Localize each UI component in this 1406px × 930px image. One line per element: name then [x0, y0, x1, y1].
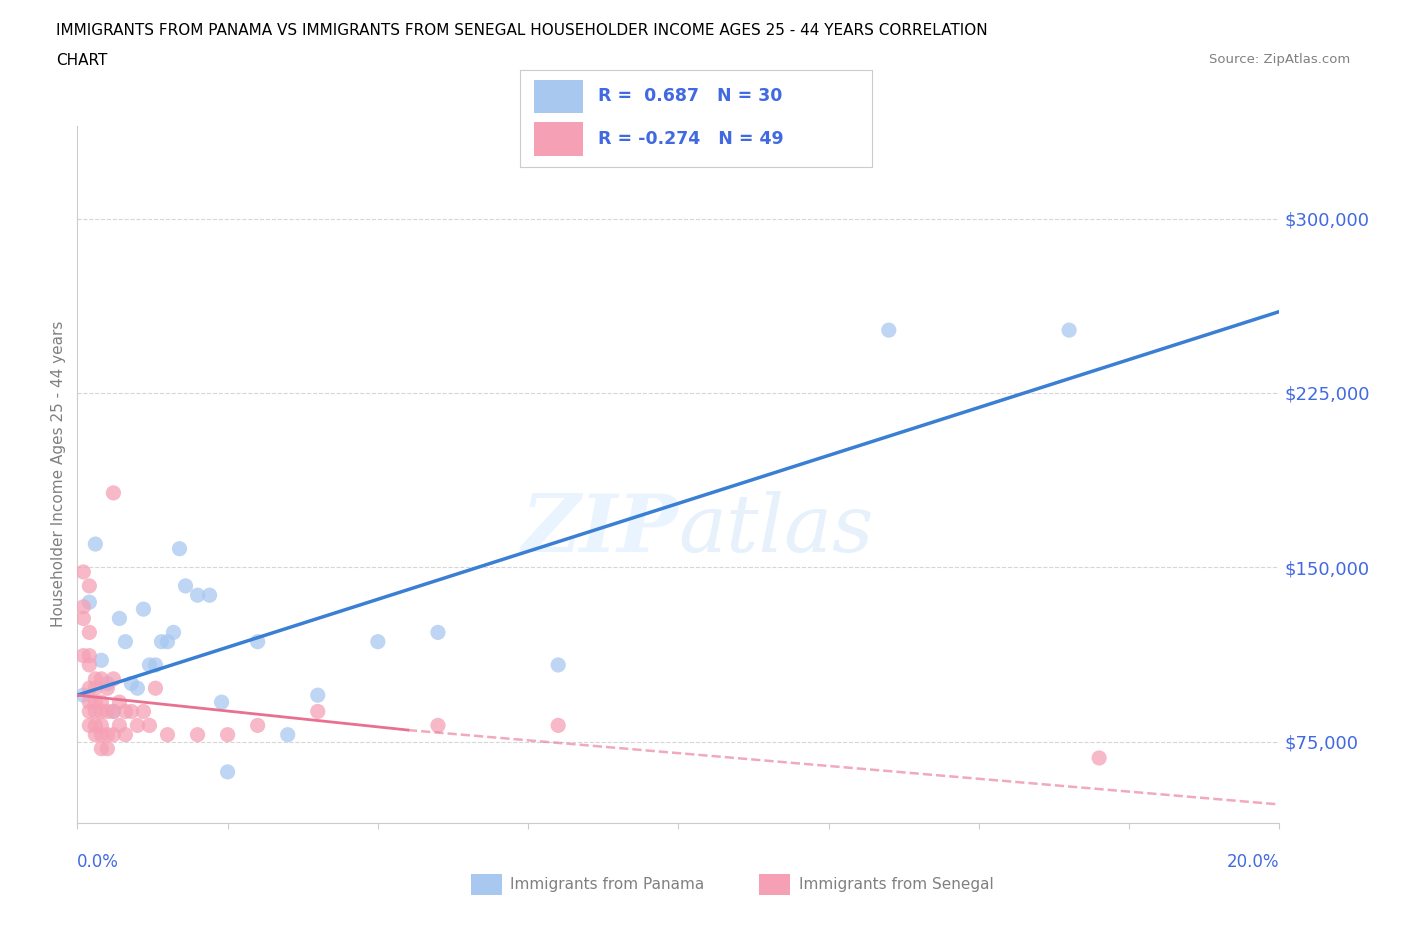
- Point: [246, 634, 269, 649]
- Point: [90, 695, 112, 710]
- Point: [138, 718, 160, 733]
- Point: [72, 600, 94, 615]
- Point: [84, 704, 107, 719]
- Point: [103, 671, 125, 686]
- Point: [186, 727, 209, 742]
- Point: [1088, 751, 1111, 765]
- Point: [367, 634, 389, 649]
- Text: Immigrants from Panama: Immigrants from Panama: [510, 877, 704, 892]
- Point: [90, 671, 112, 686]
- Point: [307, 704, 329, 719]
- Point: [90, 727, 112, 742]
- Point: [114, 704, 136, 719]
- Point: [127, 681, 149, 696]
- Text: 20.0%: 20.0%: [1227, 853, 1279, 870]
- Point: [90, 704, 112, 719]
- Text: Immigrants from Senegal: Immigrants from Senegal: [799, 877, 994, 892]
- Point: [138, 658, 160, 672]
- Point: [79, 658, 101, 672]
- Point: [108, 695, 131, 710]
- Point: [90, 741, 112, 756]
- Text: ZIP: ZIP: [522, 491, 679, 569]
- Point: [96, 727, 118, 742]
- Point: [72, 611, 94, 626]
- Point: [96, 676, 118, 691]
- Point: [96, 704, 118, 719]
- Point: [96, 741, 118, 756]
- Point: [877, 323, 900, 338]
- Point: [114, 727, 136, 742]
- Point: [132, 704, 155, 719]
- Point: [96, 681, 118, 696]
- Point: [150, 634, 173, 649]
- Point: [103, 704, 125, 719]
- Point: [79, 695, 101, 710]
- Point: [427, 718, 450, 733]
- Y-axis label: Householder Income Ages 25 - 44 years: Householder Income Ages 25 - 44 years: [51, 321, 66, 628]
- Point: [108, 718, 131, 733]
- Text: CHART: CHART: [56, 53, 108, 68]
- Point: [547, 718, 569, 733]
- Point: [156, 634, 179, 649]
- Point: [211, 695, 233, 710]
- Point: [145, 681, 167, 696]
- Point: [186, 588, 209, 603]
- Point: [79, 595, 101, 610]
- Point: [162, 625, 184, 640]
- Point: [103, 485, 125, 500]
- Point: [79, 718, 101, 733]
- Point: [79, 625, 101, 640]
- Point: [114, 634, 136, 649]
- Point: [217, 764, 239, 779]
- Point: [547, 658, 569, 672]
- Point: [84, 695, 107, 710]
- Point: [72, 648, 94, 663]
- Point: [132, 602, 155, 617]
- Text: R = -0.274   N = 49: R = -0.274 N = 49: [598, 130, 783, 148]
- Point: [90, 718, 112, 733]
- Text: 0.0%: 0.0%: [77, 853, 120, 870]
- Point: [72, 688, 94, 703]
- Point: [427, 625, 450, 640]
- FancyBboxPatch shape: [534, 80, 583, 113]
- Point: [84, 718, 107, 733]
- Point: [103, 727, 125, 742]
- Point: [72, 565, 94, 579]
- Point: [156, 727, 179, 742]
- Point: [120, 704, 142, 719]
- Point: [84, 681, 107, 696]
- Text: R =  0.687   N = 30: R = 0.687 N = 30: [598, 87, 782, 105]
- Point: [277, 727, 299, 742]
- Point: [169, 541, 191, 556]
- Text: IMMIGRANTS FROM PANAMA VS IMMIGRANTS FROM SENEGAL HOUSEHOLDER INCOME AGES 25 - 4: IMMIGRANTS FROM PANAMA VS IMMIGRANTS FRO…: [56, 23, 988, 38]
- Point: [79, 648, 101, 663]
- Point: [120, 676, 142, 691]
- Point: [246, 718, 269, 733]
- Text: atlas: atlas: [679, 491, 873, 569]
- Point: [174, 578, 197, 593]
- Point: [79, 681, 101, 696]
- Point: [145, 658, 167, 672]
- Point: [217, 727, 239, 742]
- FancyBboxPatch shape: [534, 123, 583, 155]
- Point: [84, 727, 107, 742]
- Point: [90, 653, 112, 668]
- Point: [103, 704, 125, 719]
- Point: [198, 588, 221, 603]
- Point: [1057, 323, 1080, 338]
- Point: [307, 688, 329, 703]
- Point: [84, 671, 107, 686]
- Point: [127, 718, 149, 733]
- Point: [108, 611, 131, 626]
- Text: Source: ZipAtlas.com: Source: ZipAtlas.com: [1209, 53, 1350, 66]
- Point: [84, 537, 107, 551]
- Point: [79, 578, 101, 593]
- Point: [79, 704, 101, 719]
